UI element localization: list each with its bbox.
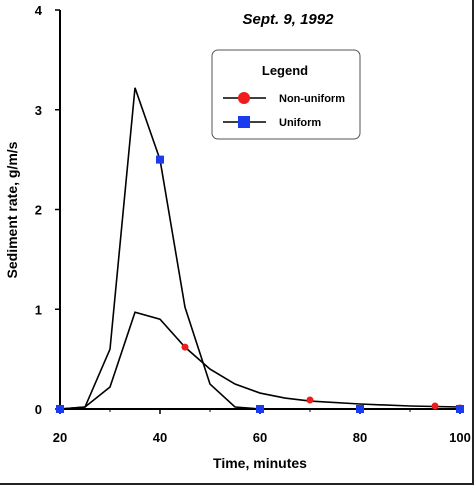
x-axis-title: Time, minutes [213,455,307,471]
y-tick-label: 0 [35,402,42,417]
y-tick-label: 1 [35,302,42,317]
data-point-non-uniform [431,402,439,410]
legend-marker-non-uniform [238,92,250,104]
x-tick-label: 20 [53,430,67,445]
x-tick-label: 60 [253,430,267,445]
series-markers [56,155,464,413]
data-point-non-uniform [306,396,314,404]
chart-title: Sept. 9, 1992 [243,11,335,28]
data-point-uniform [256,405,264,413]
x-tick-label: 80 [353,430,367,445]
legend-marker-uniform [238,116,250,128]
data-point-uniform [356,405,364,413]
frame-border-right [472,0,474,485]
data-point-uniform [56,405,64,413]
y-tick-label: 3 [35,103,42,118]
y-axis-title: Sediment rate, g/m/s [4,141,20,278]
legend-label-uniform: Uniform [279,117,321,129]
legend: Legend Non-uniform Uniform [211,49,361,140]
y-tick-label: 2 [35,203,42,218]
frame-border-bottom [0,483,474,485]
y-tick-label: 4 [35,3,43,18]
data-point-non-uniform [181,343,189,351]
series-line-non-uniform [59,311,461,410]
series-line-uniform [59,87,460,410]
x-tick-label: 100 [449,430,471,445]
legend-title: Legend [262,63,308,78]
data-point-uniform [456,405,464,413]
axes: 20 40 60 80 100 0 1 2 3 4 [35,3,471,445]
series-lines [59,87,461,410]
data-point-uniform [156,155,164,164]
x-tick-label: 40 [153,430,167,445]
legend-label-non-uniform: Non-uniform [279,93,345,105]
